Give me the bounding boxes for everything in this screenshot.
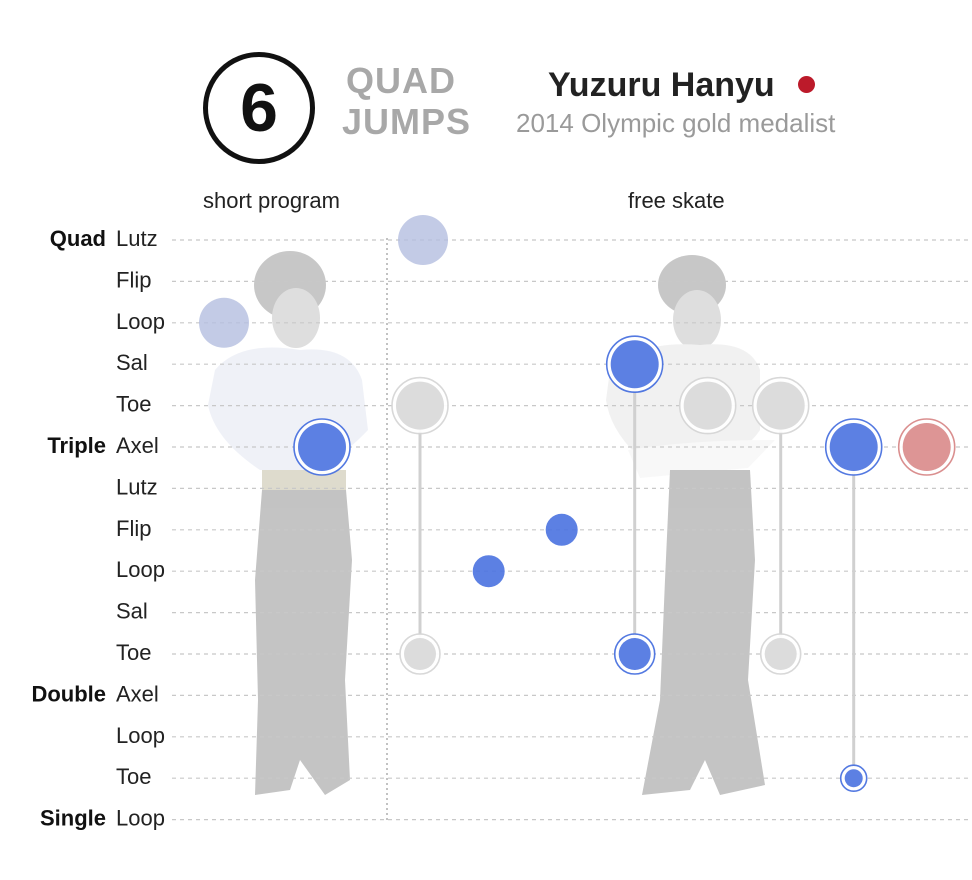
row-jump-label: Loop xyxy=(116,557,165,582)
jump-marker xyxy=(902,423,951,471)
short-program-skater-photo xyxy=(208,251,368,795)
row-jump-label: Toe xyxy=(116,640,151,665)
row-jump-label: Loop xyxy=(116,806,165,831)
row-jump-label: Flip xyxy=(116,267,151,292)
jump-marker xyxy=(829,423,878,471)
jump-marker xyxy=(618,638,651,670)
short-program-heading: short program xyxy=(203,188,340,213)
skater-photos xyxy=(208,251,775,795)
row-jump-label: Toe xyxy=(116,392,151,417)
row-jump-label: Toe xyxy=(116,764,151,789)
jump-marker xyxy=(545,513,578,546)
row-group-label: Triple xyxy=(47,433,106,458)
jump-marker xyxy=(298,423,346,471)
row-jump-label: Axel xyxy=(116,433,159,458)
row-jump-label: Sal xyxy=(116,350,148,375)
jump-marker xyxy=(199,297,249,348)
row-jump-label: Loop xyxy=(116,723,165,748)
row-jump-label: Loop xyxy=(116,309,165,334)
jump-marker xyxy=(756,381,805,430)
row-jump-label: Flip xyxy=(116,516,151,541)
quad-count: 6 xyxy=(240,70,278,146)
jump-marker xyxy=(404,638,436,670)
row-group-label: Double xyxy=(31,681,106,706)
quad-label-line2: JUMPS xyxy=(342,101,472,142)
row-jump-label: Axel xyxy=(116,681,159,706)
jump-marker xyxy=(610,340,659,389)
free-skate-heading: free skate xyxy=(628,188,725,213)
jump-marker xyxy=(844,769,863,788)
combination-lines xyxy=(418,362,856,777)
row-group-label: Single xyxy=(40,806,106,831)
row-jump-label: Sal xyxy=(116,599,148,624)
jump-markers xyxy=(199,215,956,793)
jump-marker xyxy=(764,638,797,670)
row-jump-label: Lutz xyxy=(116,226,158,251)
quad-count-circle: 6 xyxy=(203,52,315,164)
jump-marker xyxy=(472,555,505,588)
row-group-label: Quad xyxy=(50,226,106,251)
jump-marker xyxy=(396,381,444,430)
quad-label-line1: QUAD xyxy=(346,60,456,101)
japan-flag-dot-icon xyxy=(798,76,815,93)
skater-subtitle: 2014 Olympic gold medalist xyxy=(516,108,836,138)
skater-name: Yuzuru Hanyu xyxy=(548,66,775,104)
row-labels: Lutz Quad Flip Loop Sal Toe Axel Triple Lutz Flip… xyxy=(31,226,165,831)
jump-marker xyxy=(398,215,448,265)
jump-marker xyxy=(683,381,732,430)
row-jump-label: Lutz xyxy=(116,474,158,499)
